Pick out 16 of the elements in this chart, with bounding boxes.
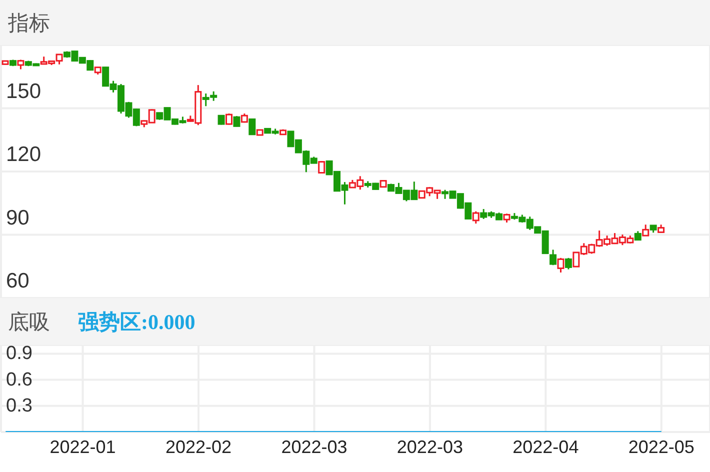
y-tick-label: 0.6 <box>6 369 32 390</box>
x-tick-label: 2022-03 <box>396 436 463 457</box>
text: 强势区:0.000 <box>78 308 196 336</box>
x-tick-label: 2022-02 <box>165 436 232 457</box>
x-tick-label: 2022-05 <box>628 436 694 457</box>
x-tick-label: 2022-01 <box>50 436 116 457</box>
chart-title: 底吸 <box>8 310 50 336</box>
y-tick-label: 120 <box>6 143 42 166</box>
y-tick-label: 150 <box>6 80 42 103</box>
chart-title: 指标 <box>8 10 50 36</box>
y-tick-label: 0.9 <box>6 343 32 364</box>
y-tick-label: 90 <box>6 206 30 230</box>
y-tick-label: 60 <box>6 270 30 292</box>
x-tick-label: 2022-03 <box>281 436 348 457</box>
x-tick-label: 2022-04 <box>512 436 579 457</box>
y-tick-label: 0.3 <box>6 395 32 416</box>
